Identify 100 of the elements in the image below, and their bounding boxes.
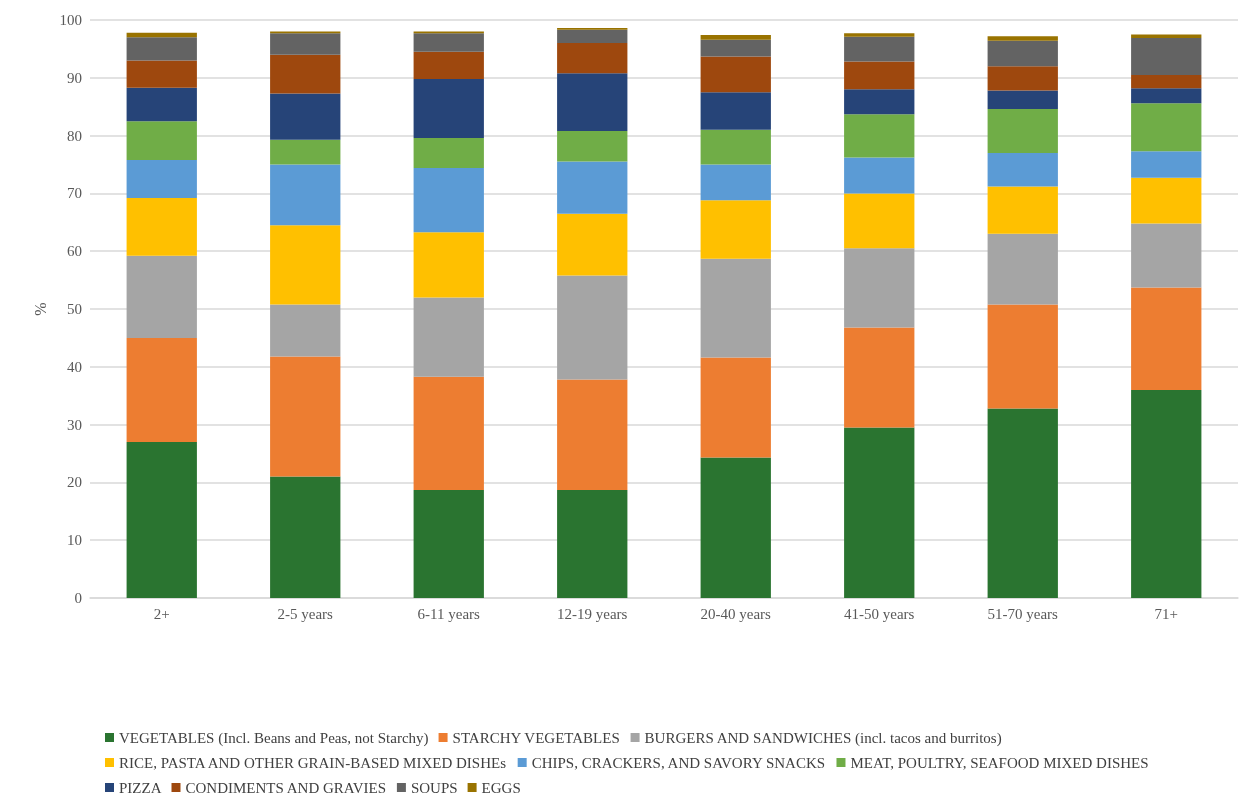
x-tick-label: 41-50 years bbox=[844, 605, 915, 622]
bar bbox=[557, 73, 628, 131]
bar bbox=[557, 130, 628, 162]
legend-label: CHIPS, CRACKERS, AND SAVORY SNACKS bbox=[531, 754, 826, 771]
bar bbox=[557, 213, 628, 276]
bar bbox=[126, 159, 197, 199]
bar bbox=[413, 232, 484, 298]
bar bbox=[413, 51, 484, 79]
bar bbox=[413, 78, 484, 138]
bar bbox=[126, 255, 197, 338]
y-tick-label: 80 bbox=[67, 127, 82, 144]
bar bbox=[1131, 223, 1202, 288]
bar bbox=[270, 164, 341, 226]
bar bbox=[557, 29, 628, 44]
bar bbox=[126, 60, 197, 88]
bar bbox=[700, 200, 771, 259]
bar bbox=[987, 304, 1058, 409]
bar bbox=[844, 89, 915, 115]
bar bbox=[270, 476, 341, 598]
legend-label: STARCHY VEGETABLES bbox=[452, 729, 620, 746]
bar bbox=[844, 114, 915, 158]
bar bbox=[126, 441, 197, 598]
bar bbox=[1131, 177, 1202, 224]
bar bbox=[844, 427, 915, 598]
bar bbox=[700, 92, 771, 130]
bar bbox=[987, 186, 1058, 234]
legend-label: RICE, PASTA AND OTHER GRAIN-BASED MIXED DISHEs bbox=[119, 754, 507, 771]
y-tick-label: 20 bbox=[67, 474, 82, 491]
bar bbox=[700, 39, 771, 57]
bar bbox=[844, 36, 915, 62]
bar bbox=[557, 43, 628, 74]
legend-label: SOUPS bbox=[410, 779, 458, 796]
y-tick-label: 50 bbox=[67, 301, 82, 317]
legend-label: BURGERS AND SANDWICHES (incl. tacos and burritos) bbox=[644, 729, 1002, 747]
bar bbox=[1131, 389, 1202, 598]
bar bbox=[270, 33, 341, 55]
y-tick-label: 10 bbox=[67, 532, 82, 549]
bar bbox=[844, 327, 915, 428]
bar bbox=[1131, 88, 1202, 104]
bar bbox=[1131, 287, 1202, 390]
bar bbox=[844, 248, 915, 328]
bar bbox=[413, 297, 484, 377]
bar bbox=[987, 40, 1058, 67]
x-tick-label: 2+ bbox=[153, 605, 170, 622]
x-tick-label: 12-19 years bbox=[557, 605, 628, 622]
x-tick-label: 6-11 years bbox=[417, 605, 481, 622]
bar bbox=[413, 376, 484, 490]
bar bbox=[987, 66, 1058, 91]
legend-label: MEAT, POULTRY, SEAFOOD MIXED DISHES bbox=[850, 754, 1149, 771]
bar bbox=[987, 109, 1058, 153]
bar bbox=[1131, 37, 1202, 75]
legend-label: PIZZA bbox=[119, 779, 162, 796]
bar bbox=[270, 139, 341, 165]
x-tick-label: 71+ bbox=[1154, 605, 1178, 622]
bar bbox=[700, 35, 771, 40]
bar bbox=[700, 164, 771, 201]
bar bbox=[987, 408, 1058, 598]
bar bbox=[126, 337, 197, 442]
y-tick-label: 30 bbox=[67, 416, 82, 433]
bar bbox=[700, 129, 771, 165]
bar bbox=[270, 356, 341, 477]
bar bbox=[126, 198, 197, 256]
y-tick-label: 100 bbox=[59, 12, 82, 28]
bar bbox=[413, 167, 484, 233]
legend-label: VEGETABLES (Incl. Beans and Peas, not Starchy) bbox=[119, 729, 429, 747]
bar bbox=[270, 93, 341, 140]
bar bbox=[844, 157, 915, 194]
y-tick-label: 40 bbox=[67, 358, 82, 375]
bar bbox=[1131, 74, 1202, 89]
x-tick-label: 20-40 years bbox=[700, 605, 772, 622]
bar bbox=[1131, 34, 1202, 38]
y-tick-label: 90 bbox=[67, 69, 82, 86]
bar bbox=[987, 36, 1058, 41]
bar bbox=[844, 193, 915, 249]
legend-label: CONDIMENTS AND GRAVIES bbox=[185, 779, 387, 796]
bar bbox=[844, 33, 915, 37]
x-tick-label: 51-70 years bbox=[987, 605, 1059, 622]
bar bbox=[557, 275, 628, 380]
legend-label: EGGS bbox=[481, 779, 521, 796]
bar bbox=[987, 90, 1058, 110]
bar bbox=[126, 121, 197, 160]
bar bbox=[700, 258, 771, 358]
bar bbox=[844, 61, 915, 90]
bar bbox=[270, 304, 341, 357]
bar bbox=[1131, 151, 1202, 178]
bar bbox=[126, 37, 197, 61]
y-tick-label: 60 bbox=[67, 243, 82, 260]
bar bbox=[700, 357, 771, 458]
y-tick-label: 0 bbox=[74, 590, 82, 606]
bar bbox=[700, 56, 771, 93]
bar bbox=[270, 225, 341, 305]
bar bbox=[557, 161, 628, 214]
y-axis-title: % bbox=[32, 302, 50, 316]
bar bbox=[557, 489, 628, 598]
bar bbox=[413, 137, 484, 168]
bar bbox=[413, 33, 484, 52]
bar bbox=[557, 379, 628, 490]
bar bbox=[126, 87, 197, 122]
x-tick-label: 2-5 years bbox=[277, 605, 334, 622]
bar bbox=[987, 152, 1058, 187]
